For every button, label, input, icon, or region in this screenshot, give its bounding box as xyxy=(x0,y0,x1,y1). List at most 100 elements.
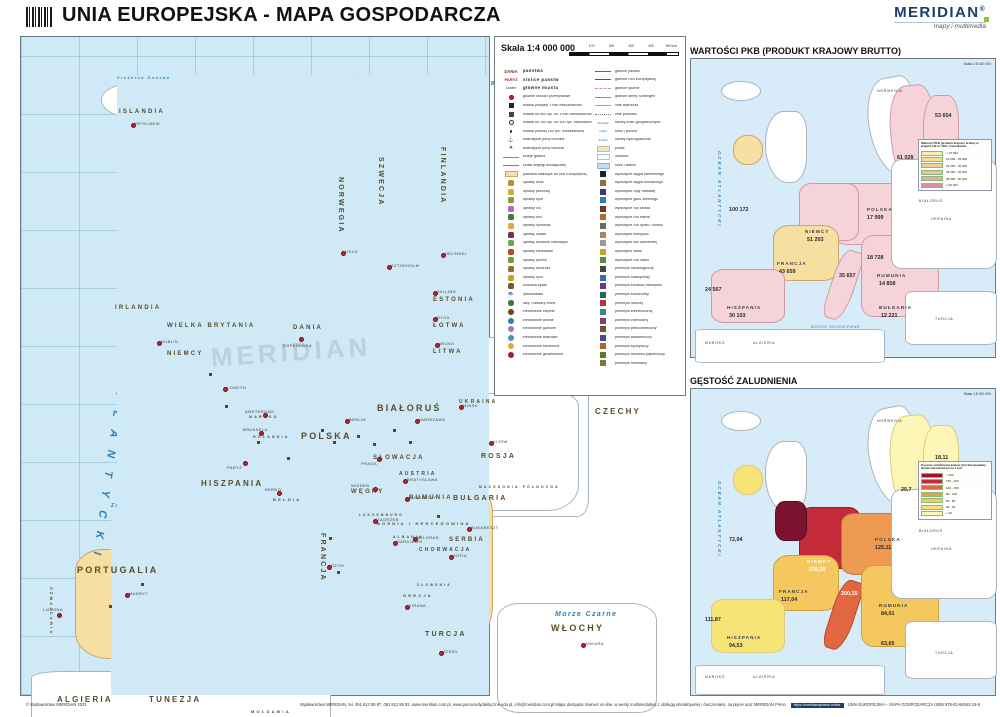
capital-marker xyxy=(581,643,586,648)
legend-row-label: rzeki i jeziora xyxy=(615,129,637,133)
gdp-neighbour-turcja: TURCJA xyxy=(935,317,954,321)
legend-ramp-row: 15 000 - 25 000 xyxy=(921,156,989,162)
gdp-value-dania: 53 654 xyxy=(935,113,952,119)
legend-row-label: koleje główne xyxy=(523,155,546,159)
bd-glac-icon xyxy=(594,154,612,161)
legend-row: wydobycie rud żelaza xyxy=(594,205,682,214)
gdp-value-rumunia: 14 858 xyxy=(879,281,896,287)
m2-icon xyxy=(594,180,612,187)
legend-row: DANIA państwa xyxy=(502,67,592,76)
m14-icon xyxy=(594,283,612,290)
gdp-country-francja: FRANCJA xyxy=(777,261,807,266)
legend-row-label: uprawy tytoniu xyxy=(523,258,547,262)
meridian-logo: MERIDIAN® mapy i multimedia xyxy=(894,5,989,31)
legend-row-label: granice państw xyxy=(615,69,640,73)
gdp-inset-map[interactable]: Skala 1:8 400 000 OCEAN ATLANTYCKI 100 1… xyxy=(690,58,997,363)
industry-symbol xyxy=(373,443,376,446)
legend-row: przemysł stoczniowy xyxy=(594,290,682,299)
anchor-icon: ⚓ xyxy=(507,136,515,143)
legend-row: uprawy żyta xyxy=(502,196,592,205)
legend-row-label: uprawy ryżu xyxy=(523,275,543,279)
legend-row: wydobycie gazu ziemnego xyxy=(594,196,682,205)
ramp-swatch xyxy=(921,504,943,510)
m4-icon xyxy=(594,197,612,204)
den-neighbour-ukraina: UKRAINA xyxy=(931,547,952,551)
ramp-swatch xyxy=(921,498,943,504)
area-yell-icon xyxy=(502,171,520,178)
legend-row: uprawy cytrusów xyxy=(502,222,592,231)
gdp-value-wlochy: 35 657 xyxy=(839,273,856,279)
capital-marker xyxy=(327,565,332,570)
legend-row-label: miasta od 100 tys. do 500 tys. mieszkańc… xyxy=(523,121,592,125)
m20-icon xyxy=(594,334,612,341)
ramp-label: > 60 000 xyxy=(946,183,958,188)
gdp-value-bulgaria: 12 221 xyxy=(881,313,898,319)
main-economic-map[interactable]: O C E A N A T L A N T Y C K I MORZE NORW… xyxy=(20,36,657,717)
map-legend-panel[interactable]: Skala 1:4 000 000 0 100 200 300 400 500 … xyxy=(494,36,686,396)
ramp-swatch xyxy=(921,169,943,175)
bd-canal-icon: Zatoka xyxy=(598,138,608,143)
den-neighbour-algieria: ALGIERIA xyxy=(753,675,776,679)
energy2-icon xyxy=(502,317,520,324)
den-value-bulgaria: 63,65 xyxy=(881,641,895,647)
circ-open-icon xyxy=(502,120,520,126)
legend-row-label: wydobycie rud żelaza xyxy=(615,207,651,211)
den-country-niemcy: NIEMCY xyxy=(807,559,832,564)
legend-row: przemysł metalurgiczny xyxy=(594,265,682,274)
crop13-icon xyxy=(502,283,520,290)
industry-symbol xyxy=(209,373,212,376)
capital-marker xyxy=(341,251,346,256)
legend-row: uprawy lnu xyxy=(502,205,592,214)
legend-row: przemysł włókienniczy xyxy=(594,333,682,342)
capital-marker xyxy=(345,419,350,424)
industry-symbol xyxy=(337,571,340,574)
legend-row: PARYŻ stolice państw xyxy=(502,76,592,85)
bd-txt-icon: Pireneje xyxy=(597,120,609,125)
legend-row: miasta powyżej 1 mln mieszkańców xyxy=(502,101,592,110)
ramp-swatch xyxy=(921,485,943,491)
den-neighbour-bialorus: BIAŁORUŚ xyxy=(919,529,943,533)
legend-row: uprawy winorośli xyxy=(502,265,592,274)
m1-icon xyxy=(594,171,612,178)
den-land-turkey xyxy=(905,621,997,679)
scale-tick: 300 xyxy=(628,44,635,48)
m12-icon xyxy=(594,265,612,272)
bd-sand-icon xyxy=(594,145,612,152)
m15-icon xyxy=(594,291,612,298)
crop5-icon xyxy=(502,214,520,221)
den-country-hiszpania: HISZPANIA xyxy=(727,635,762,640)
legend-row-label: przemysł elektroniczny xyxy=(615,310,653,314)
gdp-land-ireland xyxy=(733,135,763,165)
legend-row-label: miasta powyżej 1 mln mieszkańców xyxy=(523,103,582,107)
legend-row-label: uprawy winorośli xyxy=(523,267,551,271)
den-value-finlandia: 18,11 xyxy=(935,455,949,461)
legend-row-label: przemysł lotniczy xyxy=(615,301,644,305)
plane-icon: ✈ xyxy=(508,145,514,152)
den-value-francja: 117,04 xyxy=(781,597,798,603)
legend-row-label: przemysł spożywczy xyxy=(615,344,649,348)
m18-icon xyxy=(594,317,612,324)
text-city-icon: Dublin xyxy=(505,86,517,91)
legend-row-label: nazwy krain geograficznych xyxy=(615,121,661,125)
poster-footer: © Wydawnictwo MERIDIAN 2023 Wydawnictwo … xyxy=(0,697,1000,717)
capital-marker xyxy=(415,419,420,424)
m7-icon xyxy=(594,222,612,229)
bd-red-icon xyxy=(594,79,612,81)
crop11-icon xyxy=(502,265,520,272)
legend-ramp-row: 30 - 50 xyxy=(921,504,989,510)
legend-row: uprawy ziół xyxy=(502,213,592,222)
density-inset-map[interactable]: Skala 1:8 400 000 OCEAN ATLANTYCKI 235,2… xyxy=(690,388,997,696)
ramp-label: 80 - 100 xyxy=(946,492,958,497)
capital-marker xyxy=(405,605,410,610)
capital-marker xyxy=(435,343,440,348)
m23-icon xyxy=(594,360,612,367)
capital-marker xyxy=(131,123,136,128)
legend-row-label: elektrownie jądrowe xyxy=(523,327,556,331)
capital-marker xyxy=(439,651,444,656)
scale-tick: 400 xyxy=(648,44,654,48)
footer-url-link[interactable]: https://meridianaplatna.online xyxy=(790,702,844,708)
capital-marker xyxy=(263,413,268,418)
legend-row-label: przemysł stoczniowy xyxy=(615,292,649,296)
industry-symbol xyxy=(321,429,324,432)
